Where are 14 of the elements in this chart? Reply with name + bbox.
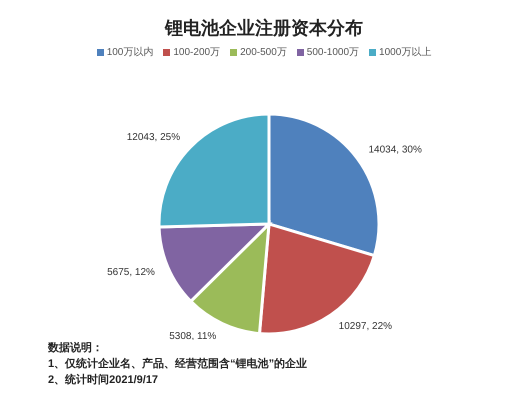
data-label: 14034, 30% bbox=[368, 144, 422, 156]
legend-label: 200-500万 bbox=[239, 46, 287, 59]
legend-label: 100万以内 bbox=[106, 46, 154, 59]
data-label: 5308, 11% bbox=[169, 330, 216, 342]
data-label: 12043, 25% bbox=[126, 132, 180, 144]
text: 数据说明： bbox=[48, 340, 104, 356]
text: 2、统计时间2021/9/17 bbox=[48, 372, 160, 388]
legend-label: 500-1000万 bbox=[306, 46, 360, 59]
legend-label: 100-200万 bbox=[172, 46, 220, 59]
data-label: 5675, 12% bbox=[107, 267, 156, 278]
chart-title: 锂电池企业注册资本分布 bbox=[164, 17, 364, 40]
legend-label: 1000万以上 bbox=[378, 46, 432, 59]
text: 1、仅统计企业名、产品、经营范围含“锂电池”的企业 bbox=[48, 356, 308, 372]
data-label: 10297, 22% bbox=[338, 321, 392, 332]
